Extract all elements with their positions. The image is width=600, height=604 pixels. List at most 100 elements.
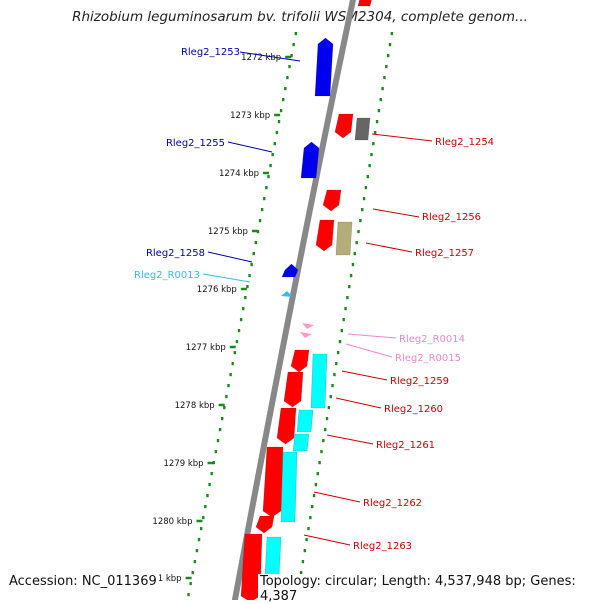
track-dot	[225, 395, 228, 399]
track-dot	[256, 230, 260, 234]
gene-label-rleg2-1262[interactable]: Rleg2_1262	[363, 498, 422, 509]
track-dot	[244, 296, 247, 300]
track-dot	[323, 428, 327, 432]
track-dot	[199, 527, 203, 531]
gene-rleg2-r0014[interactable]	[302, 323, 314, 329]
track-dot	[355, 241, 358, 245]
track-dot	[344, 307, 347, 311]
track-dot	[325, 417, 329, 421]
track-dot	[364, 186, 368, 190]
track-dot	[237, 329, 241, 333]
track-dot	[267, 175, 270, 179]
gene-label-rleg2-1258[interactable]: Rleg2_1258	[146, 248, 205, 259]
gene-label-rleg2-1261[interactable]: Rleg2_1261	[376, 440, 435, 451]
track-dot	[335, 362, 338, 366]
track-dot	[210, 472, 213, 476]
track-dot	[206, 494, 209, 498]
gene-label-leader	[227, 141, 273, 153]
gene-label-leader	[313, 491, 361, 503]
track-dot	[340, 329, 344, 333]
track-dot	[331, 384, 334, 388]
scale-tick-label: 281 kbp	[147, 574, 182, 584]
scale-tick-label: 1276 kbp	[197, 285, 237, 295]
track-dot	[299, 571, 303, 575]
track-dot	[386, 54, 390, 58]
gene-rleg2-1255[interactable]	[300, 141, 320, 179]
track-dot	[279, 109, 283, 113]
track-dot	[288, 65, 291, 69]
gene-label-rleg2-1263[interactable]: Rleg2_1263	[353, 541, 412, 552]
gene-rleg2-1256[interactable]	[322, 189, 342, 212]
track-dot	[320, 450, 323, 454]
gene-label-rleg2-r0015[interactable]: Rleg2_R0015	[395, 353, 461, 364]
track-dot	[305, 538, 308, 542]
cyan-block[interactable]	[292, 433, 310, 452]
gene-rleg2-1261[interactable]	[276, 407, 297, 445]
track-dot	[377, 109, 381, 113]
gene-rleg2-r0015[interactable]	[300, 332, 312, 338]
scale-tick-label: 1279 kbp	[164, 459, 204, 469]
gene-label-rleg2-1257[interactable]: Rleg2_1257	[415, 248, 474, 259]
gene-rleg2-1259[interactable]	[290, 349, 310, 373]
track-dot	[292, 43, 295, 47]
gene-rleg2-1260[interactable]	[283, 371, 304, 408]
scale-tick-label: 1275 kbp	[208, 227, 248, 237]
track-dot	[235, 340, 239, 344]
gene-rleg2-1262[interactable]	[262, 446, 284, 518]
gene-olive-block[interactable]	[335, 221, 353, 256]
track-dot	[322, 439, 325, 443]
gene-rleg2-r0013[interactable]	[281, 291, 293, 297]
cyan-block[interactable]	[310, 353, 328, 409]
gene-label-rleg2-r0013[interactable]: Rleg2_R0013	[134, 270, 200, 281]
gene-label-rleg2-1253[interactable]: Rleg2_1253	[181, 47, 240, 58]
gene-rleg2-1254[interactable]	[334, 113, 354, 139]
track-dot	[301, 560, 305, 564]
track-dot	[231, 362, 234, 366]
track-dot	[250, 263, 253, 267]
gene-label-rleg2-1260[interactable]: Rleg2_1260	[384, 404, 443, 415]
map-title: Rhizobium leguminosarum bv. trifolii WSM…	[72, 9, 528, 25]
track-dot	[191, 571, 194, 575]
track-dot	[390, 32, 394, 36]
track-dot	[265, 186, 268, 190]
track-dot	[286, 76, 289, 80]
gene-pseudo-block[interactable]	[354, 117, 371, 141]
gene-label-rleg2-r0014[interactable]: Rleg2_R0014	[399, 334, 465, 345]
gene-rleg2-1263[interactable]	[240, 533, 263, 600]
gene-label-leader	[303, 534, 351, 546]
gene-label-rleg2-1255[interactable]: Rleg2_1255	[166, 138, 225, 149]
gene-label-rleg2-1254[interactable]: Rleg2_1254	[435, 137, 494, 148]
cyan-block[interactable]	[264, 536, 282, 578]
track-dot	[248, 274, 251, 278]
track-dot	[260, 208, 264, 212]
gene-block-top[interactable]	[357, 0, 372, 7]
track-dot	[361, 208, 364, 212]
track-dot	[218, 428, 222, 432]
gene-label-leader	[335, 397, 382, 409]
gene-rleg2-1258[interactable]	[281, 263, 299, 278]
gene-rleg2-1253[interactable]	[314, 37, 334, 97]
gene-rleg2-1262b[interactable]	[255, 515, 275, 534]
gene-label-leader	[207, 251, 253, 263]
cyan-block[interactable]	[296, 409, 314, 433]
track-dot	[318, 461, 321, 465]
cyan-block[interactable]	[280, 451, 298, 523]
gene-label-leader	[345, 343, 393, 358]
track-dot	[346, 296, 349, 300]
track-dot	[275, 131, 279, 135]
gene-label-leader	[372, 208, 420, 218]
gene-rleg2-1257[interactable]	[315, 219, 335, 252]
gene-label-rleg2-1256[interactable]: Rleg2_1256	[422, 212, 481, 223]
track-dot	[370, 153, 373, 157]
track-dot	[252, 252, 255, 256]
track-dot	[333, 373, 336, 377]
gene-label-rleg2-1259[interactable]: Rleg2_1259	[390, 376, 449, 387]
track-dot	[195, 549, 199, 553]
track-dot	[273, 142, 276, 146]
gene-label-leader	[239, 51, 301, 62]
track-dot	[362, 197, 366, 201]
scale-tick-label: 1277 kbp	[186, 343, 226, 353]
track-dot	[342, 318, 345, 322]
track-dot	[187, 593, 190, 597]
